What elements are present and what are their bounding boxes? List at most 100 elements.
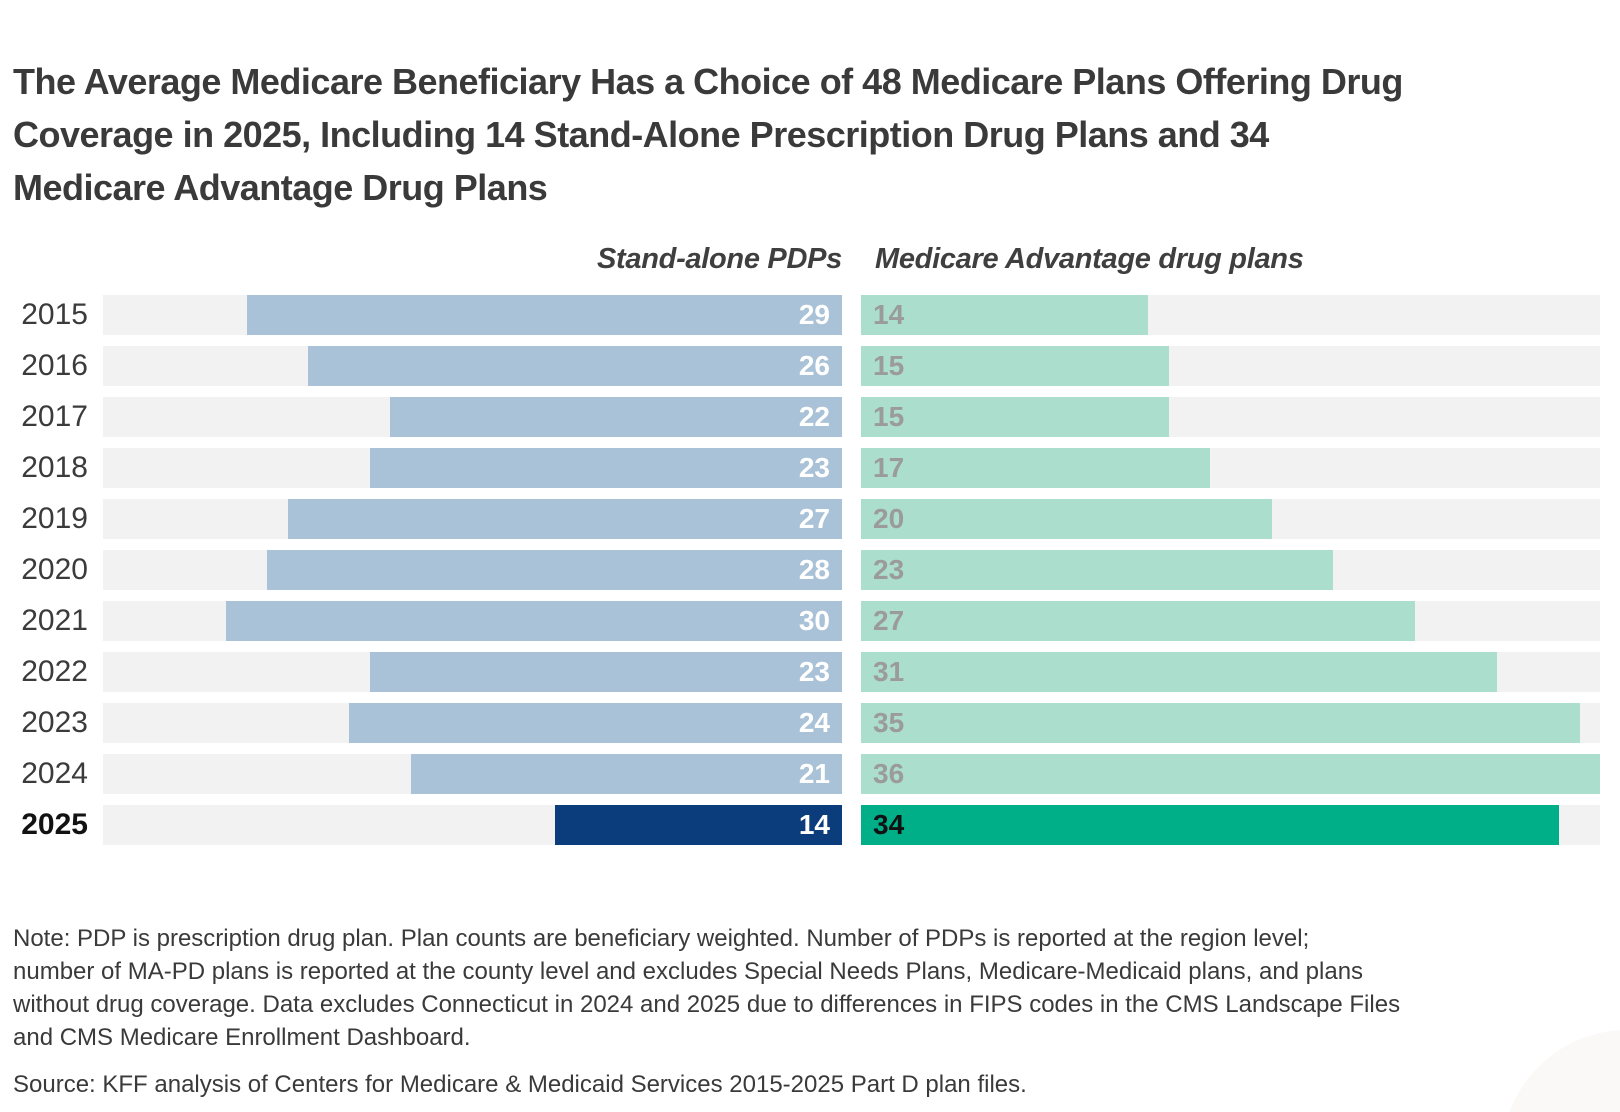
chart-row-2023: 2023 24 35 bbox=[0, 703, 1620, 743]
year-label-2017: 2017 bbox=[21, 400, 88, 433]
chart-title: The Average Medicare Beneficiary Has a C… bbox=[13, 55, 1403, 214]
pdp-bar-2022: 23 bbox=[369, 652, 842, 692]
pdp-bar-track-2020: 28 bbox=[103, 550, 842, 590]
chart-row-2015: 2015 29 14 bbox=[0, 295, 1620, 335]
ma-value-label-2021: 27 bbox=[873, 605, 905, 636]
pdp-bar-track-2015: 29 bbox=[103, 295, 842, 335]
pdp-bar-2020: 28 bbox=[267, 550, 842, 590]
ma-value-label-2020: 23 bbox=[873, 554, 905, 585]
chart-source: Source: KFF analysis of Centers for Medi… bbox=[13, 1071, 1027, 1098]
pdp-bar-track-2024: 21 bbox=[103, 754, 842, 794]
chart-note-line-1: Note: PDP is prescription drug plan. Pla… bbox=[13, 925, 1310, 952]
year-label-2023: 2023 bbox=[21, 706, 88, 739]
ma-bar-track-2023: 35 bbox=[861, 703, 1600, 743]
pdp-bar-2025: 14 bbox=[554, 805, 842, 845]
ma-value-label-2019: 20 bbox=[873, 503, 905, 534]
ma-bar-track-2015: 14 bbox=[861, 295, 1600, 335]
chart-note-line-2: number of MA-PD plans is reported at the… bbox=[13, 958, 1364, 985]
ma-bar-2023: 35 bbox=[861, 703, 1580, 743]
ma-bar-2015: 14 bbox=[861, 295, 1149, 335]
column-header-stand-alone-pdps: Stand-alone PDPs bbox=[597, 243, 842, 275]
chart-rows: 2015 29 14 2016 26 15 2017 22 15 2018 23 17 2019 27 20… bbox=[0, 295, 1620, 856]
year-label-2021: 2021 bbox=[21, 604, 88, 637]
chart-row-2016: 2016 26 15 bbox=[0, 346, 1620, 386]
chart-row-2018: 2018 23 17 bbox=[0, 448, 1620, 488]
column-header-medicare-advantage: Medicare Advantage drug plans bbox=[875, 243, 1304, 275]
pdp-bar-track-2018: 23 bbox=[103, 448, 842, 488]
pdp-bar-track-2017: 22 bbox=[103, 397, 842, 437]
ma-bar-2019: 20 bbox=[861, 499, 1272, 539]
pdp-value-label-2023: 24 bbox=[798, 707, 830, 738]
pdp-bar-track-2022: 23 bbox=[103, 652, 842, 692]
ma-bar-track-2020: 23 bbox=[861, 550, 1600, 590]
pdp-value-label-2025: 14 bbox=[798, 809, 830, 840]
pdp-bar-track-2023: 24 bbox=[103, 703, 842, 743]
ma-bar-2017: 15 bbox=[861, 397, 1169, 437]
ma-bar-2016: 15 bbox=[861, 346, 1169, 386]
pdp-bar-track-2021: 30 bbox=[103, 601, 842, 641]
chart-row-2024: 2024 21 36 bbox=[0, 754, 1620, 794]
chart-title-line-2: Coverage in 2025, Including 14 Stand-Alo… bbox=[13, 114, 1269, 155]
chart-row-2019: 2019 27 20 bbox=[0, 499, 1620, 539]
ma-bar-2020: 23 bbox=[861, 550, 1334, 590]
corner-watermark-blob bbox=[1502, 1030, 1620, 1112]
pdp-bar-2021: 30 bbox=[226, 601, 842, 641]
pdp-value-label-2024: 21 bbox=[798, 758, 830, 789]
ma-value-label-2023: 35 bbox=[873, 707, 905, 738]
year-label-2016: 2016 bbox=[21, 349, 88, 382]
chart-row-2020: 2020 28 23 bbox=[0, 550, 1620, 590]
pdp-value-label-2018: 23 bbox=[798, 452, 830, 483]
pdp-bar-track-2019: 27 bbox=[103, 499, 842, 539]
chart-note-line-3: without drug coverage. Data excludes Con… bbox=[13, 991, 1401, 1018]
pdp-value-label-2021: 30 bbox=[798, 605, 830, 636]
pdp-bar-2015: 29 bbox=[246, 295, 842, 335]
year-label-2020: 2020 bbox=[21, 553, 88, 586]
year-label-2015: 2015 bbox=[21, 298, 88, 331]
ma-bar-track-2016: 15 bbox=[861, 346, 1600, 386]
ma-bar-track-2025: 34 bbox=[861, 805, 1600, 845]
ma-bar-2018: 17 bbox=[861, 448, 1210, 488]
ma-bar-2022: 31 bbox=[861, 652, 1498, 692]
chart-row-2025: 2025 14 34 bbox=[0, 805, 1620, 845]
pdp-bar-2023: 24 bbox=[349, 703, 842, 743]
pdp-bar-track-2025: 14 bbox=[103, 805, 842, 845]
ma-value-label-2022: 31 bbox=[873, 656, 905, 687]
ma-bar-2024: 36 bbox=[861, 754, 1600, 794]
ma-value-label-2015: 14 bbox=[873, 299, 905, 330]
chart-row-2021: 2021 30 27 bbox=[0, 601, 1620, 641]
chart-row-2022: 2022 23 31 bbox=[0, 652, 1620, 692]
pdp-bar-2017: 22 bbox=[390, 397, 842, 437]
pdp-value-label-2020: 28 bbox=[798, 554, 830, 585]
year-label-2022: 2022 bbox=[21, 655, 88, 688]
ma-value-label-2018: 17 bbox=[873, 452, 905, 483]
ma-bar-track-2021: 27 bbox=[861, 601, 1600, 641]
chart-title-line-3: Medicare Advantage Drug Plans bbox=[13, 167, 548, 208]
year-label-2024: 2024 bbox=[21, 757, 88, 790]
ma-value-label-2017: 15 bbox=[873, 401, 905, 432]
chart-title-line-1: The Average Medicare Beneficiary Has a C… bbox=[13, 61, 1403, 102]
ma-bar-track-2019: 20 bbox=[861, 499, 1600, 539]
pdp-value-label-2017: 22 bbox=[798, 401, 830, 432]
pdp-value-label-2022: 23 bbox=[798, 656, 830, 687]
pdp-value-label-2016: 26 bbox=[798, 350, 830, 381]
year-label-2018: 2018 bbox=[21, 451, 88, 484]
pdp-value-label-2019: 27 bbox=[798, 503, 830, 534]
ma-bar-2021: 27 bbox=[861, 601, 1416, 641]
ma-bar-track-2017: 15 bbox=[861, 397, 1600, 437]
chart-note: Note: PDP is prescription drug plan. Pla… bbox=[13, 922, 1400, 1054]
ma-bar-track-2018: 17 bbox=[861, 448, 1600, 488]
pdp-bar-2018: 23 bbox=[369, 448, 842, 488]
ma-bar-track-2024: 36 bbox=[861, 754, 1600, 794]
pdp-bar-2016: 26 bbox=[308, 346, 842, 386]
ma-value-label-2016: 15 bbox=[873, 350, 905, 381]
ma-value-label-2024: 36 bbox=[873, 758, 905, 789]
pdp-bar-2019: 27 bbox=[287, 499, 842, 539]
pdp-bar-2024: 21 bbox=[410, 754, 842, 794]
ma-bar-2025: 34 bbox=[861, 805, 1559, 845]
column-headers: Stand-alone PDPs Medicare Advantage drug… bbox=[0, 238, 1620, 280]
ma-value-label-2025: 34 bbox=[873, 809, 905, 840]
year-label-2025: 2025 bbox=[21, 808, 88, 841]
pdp-bar-track-2016: 26 bbox=[103, 346, 842, 386]
pdp-value-label-2015: 29 bbox=[798, 299, 830, 330]
